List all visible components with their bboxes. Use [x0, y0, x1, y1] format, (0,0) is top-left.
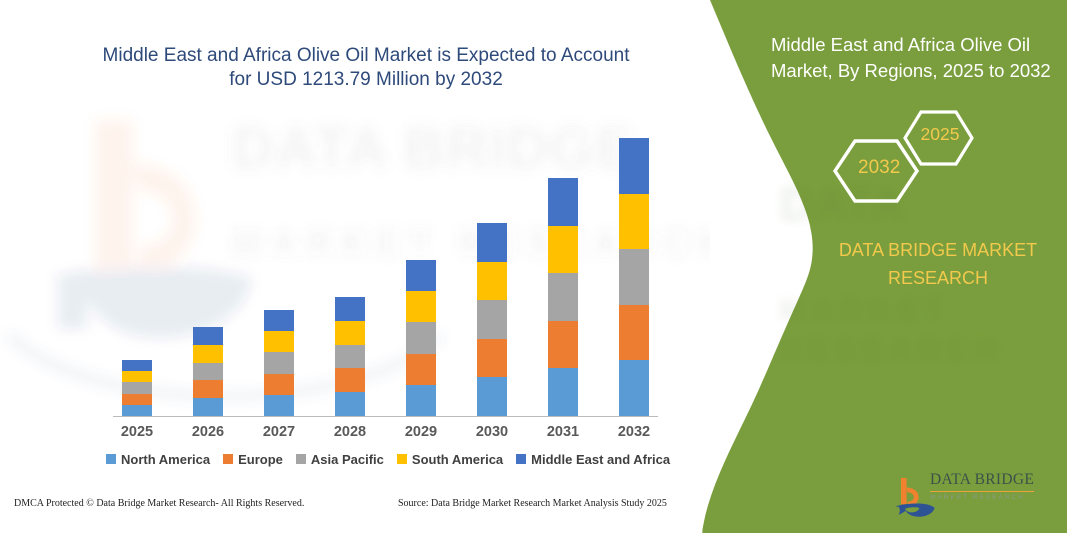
svg-text:MARKET: MARKET	[780, 294, 950, 327]
svg-text:RESEARCH: RESEARCH	[780, 334, 1004, 367]
